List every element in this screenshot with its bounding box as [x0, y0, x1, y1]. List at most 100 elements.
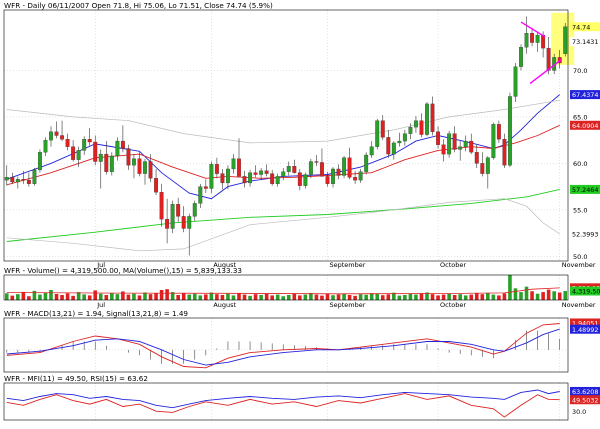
- candle-body: [237, 158, 241, 177]
- volume-bar: [486, 292, 490, 300]
- candle: [563, 23, 568, 57]
- volume-bar: [159, 290, 164, 300]
- rsi-value-label-2: 30.0: [570, 406, 600, 416]
- candle: [496, 120, 501, 143]
- volume-bar: [331, 295, 335, 300]
- volume-bar: [76, 292, 81, 300]
- candle-body: [165, 219, 170, 229]
- rsi-mfi-line: [6, 393, 560, 418]
- candle: [425, 102, 429, 137]
- volume-bar: [414, 294, 418, 300]
- candle: [165, 198, 170, 244]
- price-value-label-1: 73.1431: [570, 37, 600, 46]
- volume-bar: [458, 294, 462, 300]
- candle-body: [364, 154, 369, 172]
- volume-bar: [563, 291, 568, 300]
- volume-bar: [336, 294, 341, 300]
- volume-bar: [165, 289, 169, 300]
- macd-panel-title: WFR - MACD(13,21) = 1.94, Signal(13,21,8…: [4, 309, 188, 318]
- candle: [253, 165, 258, 178]
- price-value-label-box: [570, 90, 600, 100]
- volume-bar: [347, 295, 352, 300]
- price-panel-title: WFR - Daily 06/11/2007 Open 71.8, Hi 75.…: [4, 1, 273, 10]
- volume-bar: [480, 294, 485, 300]
- volume-bar: [502, 293, 507, 300]
- candle: [447, 130, 452, 158]
- volume-bar: [380, 295, 385, 300]
- candle: [126, 144, 131, 170]
- candle-body: [342, 157, 347, 176]
- candle-body: [436, 131, 441, 145]
- candle: [458, 141, 463, 161]
- volume-bar: [154, 293, 158, 300]
- candle: [308, 158, 313, 179]
- candle-body: [275, 176, 280, 184]
- candle: [336, 164, 341, 180]
- month-label-september: September: [329, 301, 365, 309]
- volume-bar: [65, 293, 70, 300]
- candle: [546, 36, 551, 75]
- price-value-label-2: 67.4374: [570, 90, 600, 99]
- candle-body: [336, 168, 341, 176]
- macd-panel-frame: [3, 317, 569, 373]
- volume-bar: [115, 294, 120, 300]
- price-value-label-box: [570, 184, 600, 194]
- candle: [231, 154, 236, 174]
- candle-body: [137, 158, 142, 174]
- volume-bar: [513, 288, 518, 300]
- price-value-label-5: 52.3993: [570, 229, 600, 239]
- volume-bar: [187, 294, 192, 300]
- volume-bar: [469, 294, 474, 300]
- candle-body: [26, 179, 31, 184]
- candle: [65, 133, 70, 151]
- volume-bar: [137, 295, 142, 300]
- candle: [49, 126, 53, 147]
- candle-body: [397, 140, 402, 144]
- candle: [209, 161, 214, 194]
- candle: [225, 165, 230, 190]
- candle-body: [203, 186, 208, 189]
- candle-body: [496, 124, 501, 140]
- volume-bar: [242, 294, 247, 300]
- candle: [430, 96, 435, 136]
- candle: [480, 152, 485, 177]
- candle-body: [181, 216, 186, 229]
- candle: [519, 44, 523, 71]
- candle: [408, 123, 413, 140]
- volume-bar: [392, 292, 396, 300]
- volume-panel-title: WFR - Volume() = 4,319,500.00, MA(Volume…: [4, 266, 242, 275]
- rsi-value-label-0: 63.6208: [570, 386, 600, 396]
- rsi-value-label-text: 30.0: [572, 408, 586, 416]
- volume-bar: [358, 294, 363, 300]
- volume-bar: [259, 295, 263, 300]
- candle-body: [154, 178, 159, 193]
- candle-body: [248, 172, 253, 184]
- volume-bar: [425, 292, 429, 300]
- macd-value-label-text: 1.94051: [572, 320, 598, 328]
- candle-body: [170, 204, 175, 229]
- candle-body: [231, 158, 236, 170]
- candle-body: [386, 137, 391, 155]
- candle: [535, 31, 540, 52]
- volume-bar: [320, 295, 324, 300]
- volume-bar: [170, 292, 175, 300]
- candle: [275, 173, 280, 187]
- candle: [452, 126, 457, 153]
- candle: [192, 200, 197, 222]
- candle-body: [65, 139, 70, 147]
- volume-bar: [519, 292, 523, 300]
- volume-bar: [386, 294, 391, 300]
- volume-bar: [215, 294, 219, 300]
- volume-bar: [491, 294, 496, 300]
- candle-body: [452, 133, 457, 150]
- candle: [286, 161, 291, 176]
- price-value-label-box: [570, 22, 600, 32]
- rsi-panel-title: WFR - MFI(11) = 49.50, RSI(15) = 63.62: [4, 374, 148, 383]
- volume-bar: [546, 289, 551, 300]
- candle: [463, 135, 468, 152]
- candle-body: [507, 96, 512, 166]
- volume-bar: [226, 293, 230, 300]
- candle-body: [535, 34, 540, 43]
- volume-bar: [54, 293, 59, 300]
- volume-bar: [132, 293, 136, 300]
